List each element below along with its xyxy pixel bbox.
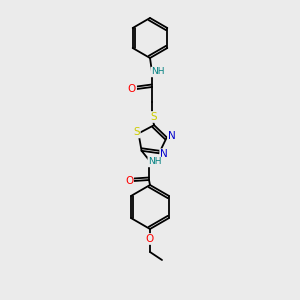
Text: N: N — [168, 131, 176, 141]
Text: NH: NH — [151, 68, 165, 76]
Text: S: S — [133, 128, 140, 137]
Text: S: S — [151, 112, 157, 122]
Text: O: O — [125, 176, 133, 186]
Text: O: O — [128, 84, 136, 94]
Text: O: O — [145, 234, 153, 244]
Text: NH: NH — [148, 158, 162, 166]
Text: N: N — [160, 149, 168, 159]
